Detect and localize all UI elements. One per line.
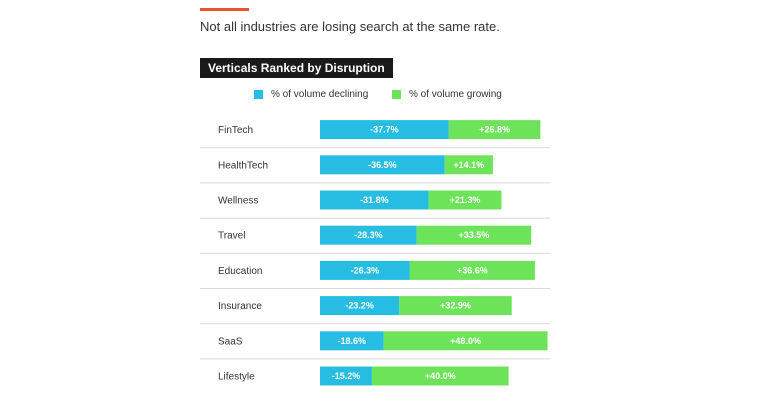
- data-label-declining: -28.3%: [354, 230, 383, 240]
- legend-swatch-growing: [392, 90, 401, 99]
- category-label: Travel: [218, 231, 245, 242]
- bar-growing: [383, 331, 548, 351]
- legend-swatch-declining: [254, 90, 263, 99]
- data-label-declining: -36.5%: [368, 160, 397, 170]
- data-label-growing: +26.8%: [479, 125, 510, 135]
- data-label-growing: +48.0%: [450, 336, 481, 346]
- category-label: HealthTech: [218, 160, 268, 171]
- data-label-growing: +32.9%: [440, 301, 471, 311]
- chart-title: Verticals Ranked by Disruption: [200, 58, 393, 78]
- category-label: SaaS: [218, 336, 243, 347]
- bar-declining: [320, 155, 445, 175]
- data-label-growing: +21.3%: [450, 195, 481, 205]
- bar-growing: [444, 155, 493, 175]
- data-label-growing: +40.0%: [425, 371, 456, 381]
- bar-declining: [320, 296, 400, 316]
- data-label-declining: -31.8%: [360, 195, 389, 205]
- bar-growing: [428, 190, 502, 210]
- bar-growing: [448, 120, 541, 140]
- category-label: Education: [218, 266, 262, 277]
- legend-label-growing: % of volume growing: [409, 89, 502, 100]
- data-label-growing: +14.1%: [453, 160, 484, 170]
- data-label-declining: -37.7%: [370, 125, 399, 135]
- bar-declining: [320, 366, 372, 386]
- bar-growing: [399, 296, 512, 316]
- legend: % of volume declining % of volume growin…: [0, 89, 768, 103]
- legend-item-growing: % of volume growing: [392, 89, 502, 100]
- bar-growing: [416, 225, 532, 245]
- subtitle: Not all industries are losing search at …: [200, 19, 500, 34]
- category-label: FinTech: [218, 125, 253, 136]
- data-label-declining: -15.2%: [332, 371, 361, 381]
- legend-label-declining: % of volume declining: [271, 89, 369, 100]
- data-label-declining: -26.3%: [351, 265, 380, 275]
- bar-growing: [371, 366, 509, 386]
- category-label: Wellness: [218, 196, 258, 207]
- data-label-growing: +36.6%: [457, 265, 488, 275]
- data-label-growing: +33.5%: [459, 230, 490, 240]
- category-label: Insurance: [218, 301, 262, 312]
- data-label-declining: -18.6%: [338, 336, 367, 346]
- bar-declining: [320, 331, 384, 351]
- bar-declining: [320, 225, 417, 245]
- bar-declining: [320, 190, 429, 210]
- category-label: Lifestyle: [218, 372, 255, 383]
- bar-declining: [320, 120, 449, 140]
- bar-declining: [320, 260, 410, 280]
- bar-growing: [409, 260, 535, 280]
- data-label-declining: -23.2%: [345, 301, 374, 311]
- accent-line: [200, 8, 249, 11]
- legend-item-declining: % of volume declining: [254, 89, 368, 100]
